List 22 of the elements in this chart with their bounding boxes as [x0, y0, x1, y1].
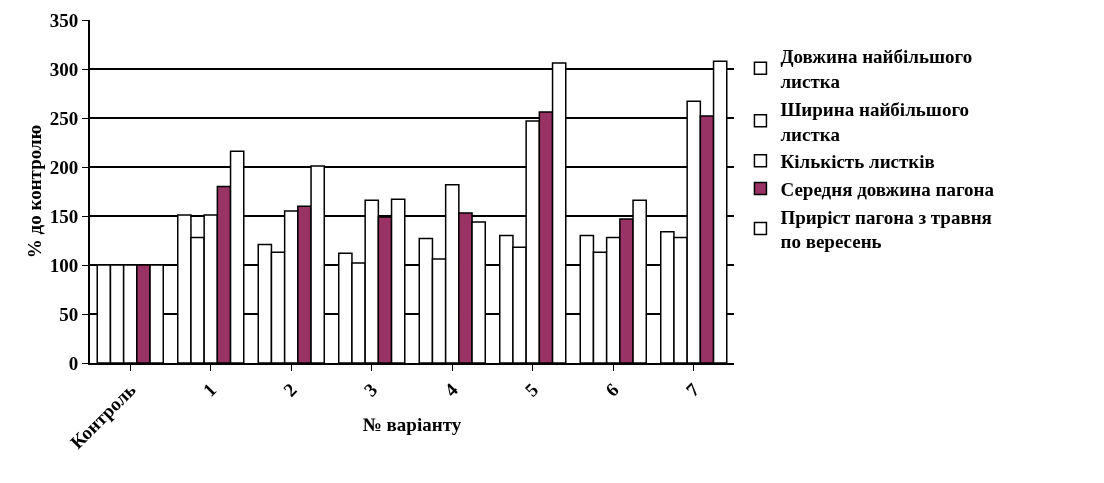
x-tick-label: 4: [440, 378, 463, 401]
y-tick-label: 250: [49, 107, 79, 129]
legend-label: Приріст пагона з травня по вересень: [780, 206, 992, 253]
y-tick-label: 200: [49, 156, 79, 178]
x-tick-label: 5: [520, 379, 543, 401]
x-tick-label: 2: [279, 379, 301, 401]
y-tick-label: 100: [49, 254, 79, 276]
legend-label: Ширина найбільшого листка: [780, 98, 970, 145]
legend-label: Кількість листків: [780, 151, 935, 173]
x-axis-title: № варіанту: [362, 414, 462, 435]
x-tick-label: 7: [681, 378, 704, 401]
y-tick-label: 150: [49, 205, 79, 227]
y-axis-title: % до контролю: [24, 124, 45, 259]
legend-label: Довжина найбільшого листка: [780, 46, 973, 93]
x-tick-label: 3: [359, 379, 382, 401]
y-tick-label: 350: [49, 9, 79, 31]
y-tick-label: 0: [68, 352, 79, 374]
legend-label: Середня довжина пагона: [780, 178, 995, 200]
x-tick-label: 1: [198, 379, 221, 401]
y-tick-label: 300: [49, 58, 79, 80]
y-tick-label: 50: [59, 303, 79, 325]
x-tick-label: 6: [601, 379, 623, 401]
